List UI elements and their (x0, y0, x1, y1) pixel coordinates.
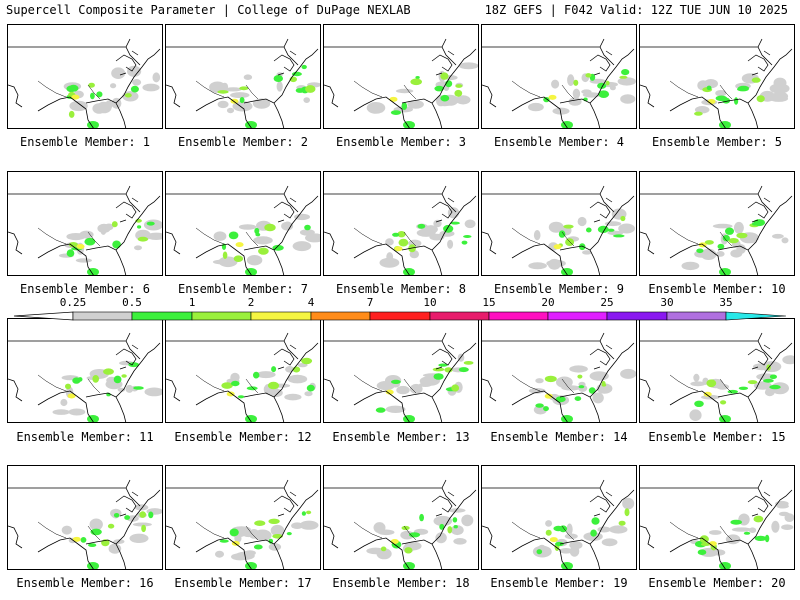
map-panel-member-1 (7, 24, 163, 129)
member-label-3: Ensemble Member: 3 (335, 135, 467, 149)
colorbar-segment (666, 311, 727, 321)
map-panel-member-8 (323, 171, 479, 276)
member-label-12: Ensemble Member: 12 (174, 430, 312, 444)
map-panel-member-4 (481, 24, 637, 129)
map-panel-member-14 (481, 318, 637, 423)
colorbar-segment (429, 311, 490, 321)
colorbar-segment (547, 311, 608, 321)
map-panel-member-11 (7, 318, 163, 423)
colorbar: 0.25 0.5 1 2 4 7 10 15 20 25 30 35 (0, 296, 800, 322)
member-label-18: Ensemble Member: 18 (332, 576, 470, 590)
colorbar-tick-label: 0.5 (122, 296, 142, 309)
map-panel-member-6 (7, 171, 163, 276)
colorbar-segment (131, 311, 193, 321)
map-panel-member-19 (481, 465, 637, 570)
map-panel-member-9 (481, 171, 637, 276)
member-label-4: Ensemble Member: 4 (493, 135, 625, 149)
map-panel-member-3 (323, 24, 479, 129)
member-label-14: Ensemble Member: 14 (490, 430, 628, 444)
header-valid-time: 18Z GEFS | F042 Valid: 12Z TUE JUN 10 20… (484, 3, 788, 17)
header-title: Supercell Composite Parameter | College … (6, 3, 411, 17)
member-label-9: Ensemble Member: 9 (493, 282, 625, 296)
map-panel-member-7 (165, 171, 321, 276)
colorbar-tick-label: 20 (541, 296, 555, 309)
map-panel-member-18 (323, 465, 479, 570)
map-panel-member-12 (165, 318, 321, 423)
member-label-10: Ensemble Member: 10 (648, 282, 786, 296)
colorbar-segment (191, 311, 252, 321)
colorbar-segment (369, 311, 431, 321)
member-label-8: Ensemble Member: 8 (335, 282, 467, 296)
member-label-5: Ensemble Member: 5 (651, 135, 783, 149)
colorbar-graphic (13, 311, 787, 321)
member-label-7: Ensemble Member: 7 (177, 282, 309, 296)
colorbar-segment (250, 311, 312, 321)
member-label-6: Ensemble Member: 6 (19, 282, 151, 296)
map-panel-member-13 (323, 318, 479, 423)
colorbar-tick-label: 7 (366, 296, 374, 309)
map-panel-member-15 (639, 318, 795, 423)
colorbar-tick-label: 30 (660, 296, 674, 309)
map-panel-member-10 (639, 171, 795, 276)
colorbar-segment (488, 311, 549, 321)
member-label-16: Ensemble Member: 16 (16, 576, 154, 590)
colorbar-tick-label: 2 (247, 296, 255, 309)
member-label-2: Ensemble Member: 2 (177, 135, 309, 149)
colorbar-tick-label: 0.25 (59, 296, 87, 309)
colorbar-segment (72, 311, 133, 321)
member-label-17: Ensemble Member: 17 (174, 576, 312, 590)
colorbar-tick-label: 10 (423, 296, 437, 309)
map-panel-member-17 (165, 465, 321, 570)
colorbar-left-arrow (13, 311, 74, 321)
map-panel-member-16 (7, 465, 163, 570)
colorbar-right-arrow (725, 311, 787, 321)
member-label-19: Ensemble Member: 19 (490, 576, 628, 590)
member-label-20: Ensemble Member: 20 (648, 576, 786, 590)
member-label-11: Ensemble Member: 11 (16, 430, 154, 444)
colorbar-tick-label: 35 (719, 296, 733, 309)
member-label-13: Ensemble Member: 13 (332, 430, 470, 444)
colorbar-segment (606, 311, 668, 321)
colorbar-tick-label: 15 (482, 296, 496, 309)
member-label-15: Ensemble Member: 15 (648, 430, 786, 444)
colorbar-tick-label: 4 (307, 296, 315, 309)
colorbar-tick-label: 25 (600, 296, 614, 309)
colorbar-tick-label: 1 (188, 296, 196, 309)
member-label-1: Ensemble Member: 1 (19, 135, 151, 149)
map-panel-member-20 (639, 465, 795, 570)
colorbar-segment (310, 311, 371, 321)
map-panel-member-2 (165, 24, 321, 129)
map-panel-member-5 (639, 24, 795, 129)
